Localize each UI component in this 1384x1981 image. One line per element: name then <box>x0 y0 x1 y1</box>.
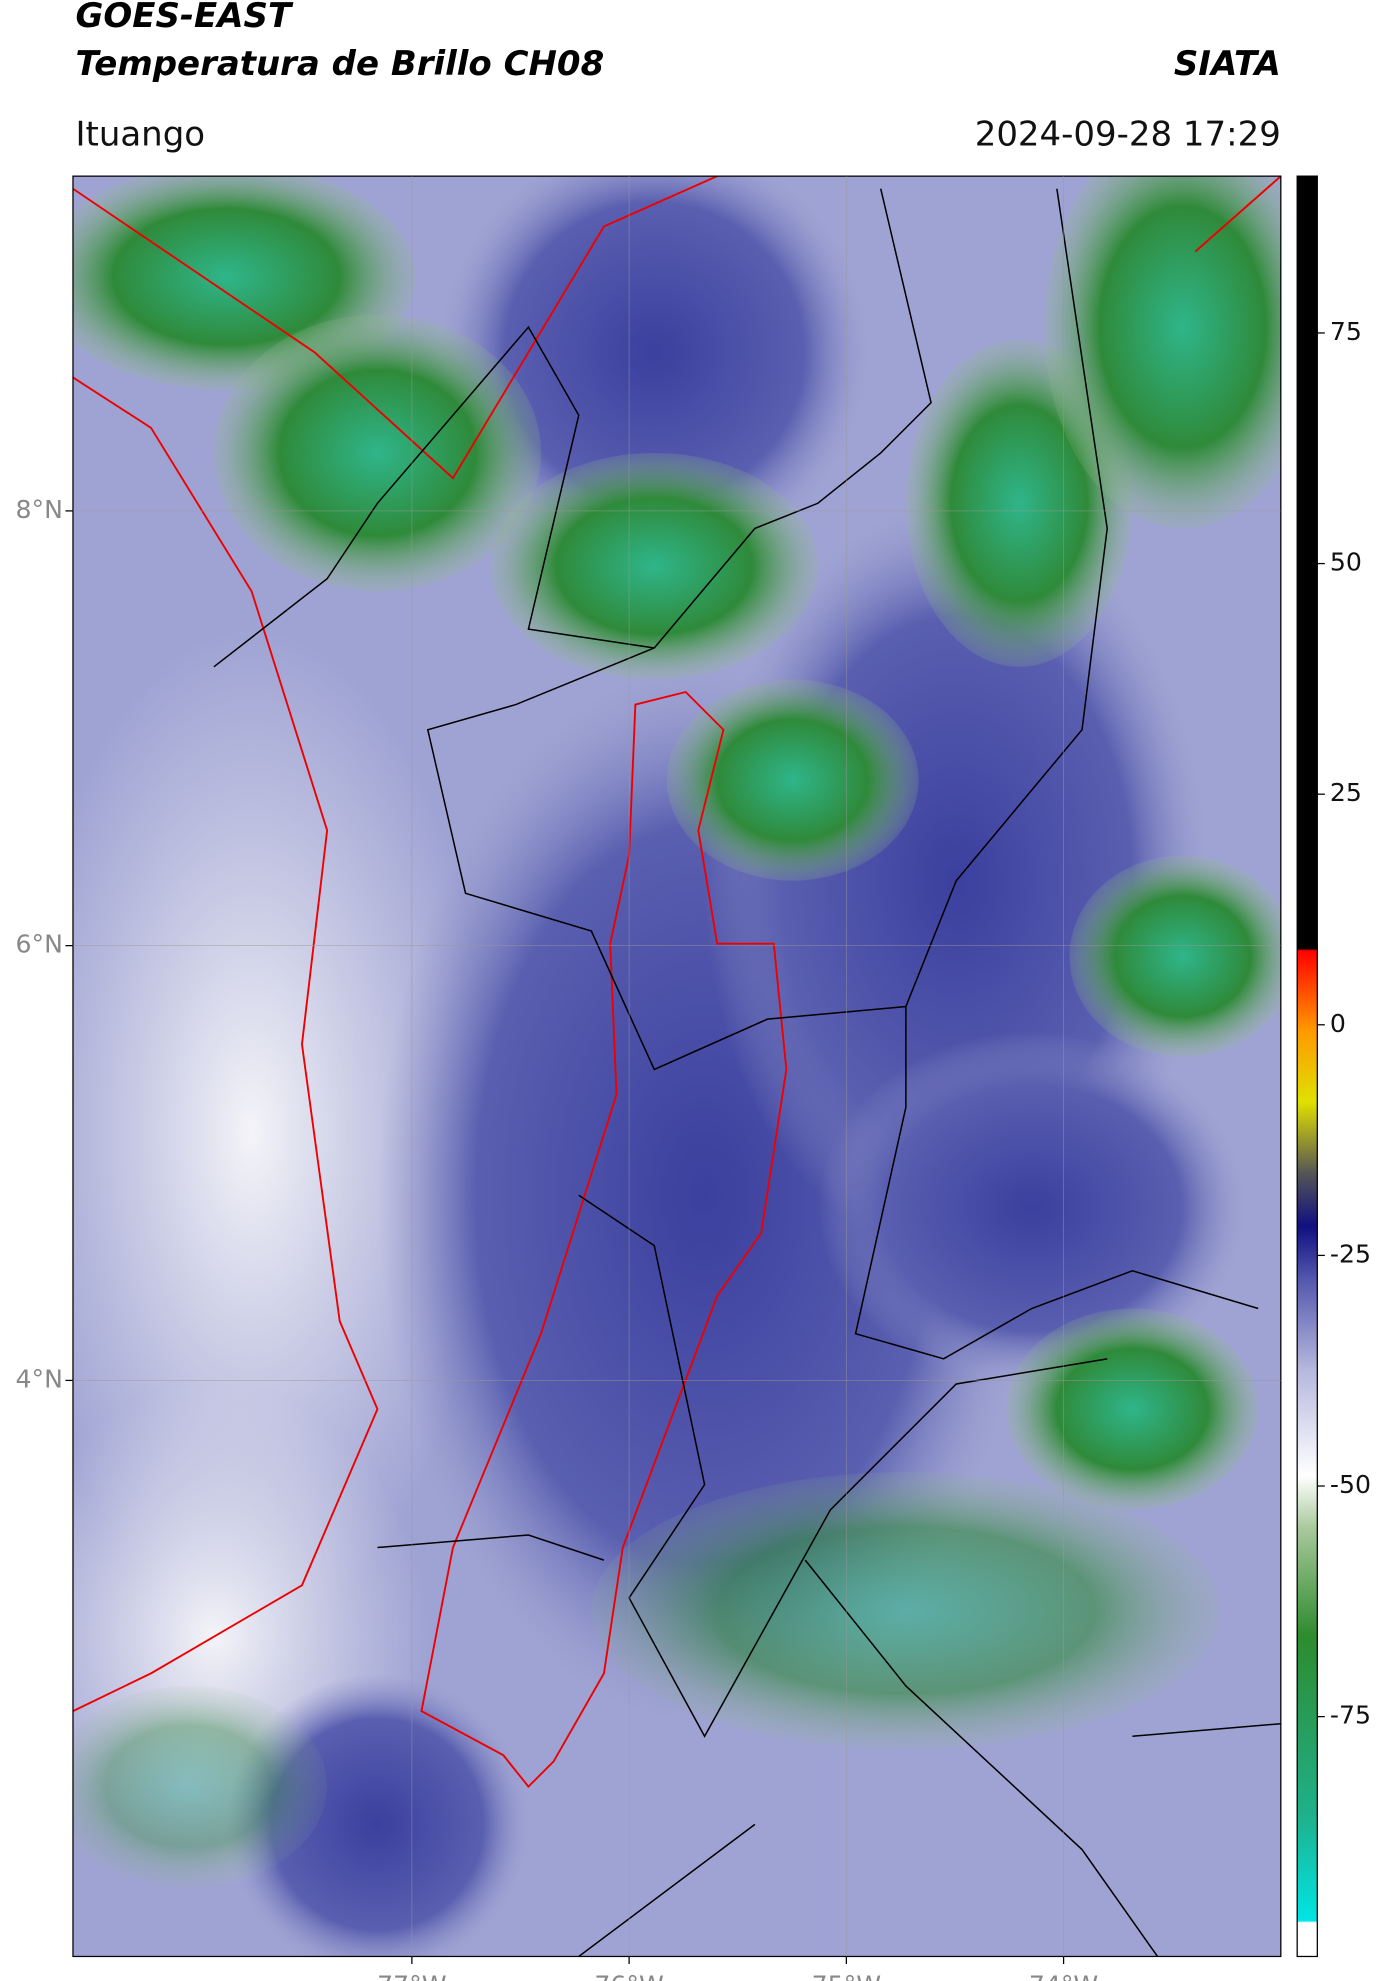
y-tick-label: 8°N <box>16 495 63 524</box>
x-tick-label: 74°W <box>1029 1971 1099 1981</box>
y-tick-label: 6°N <box>16 930 63 959</box>
colorbar-label: 75 <box>1330 317 1362 346</box>
title: GOES-EAST <box>75 0 293 36</box>
map-frame <box>72 175 1282 1958</box>
location: Ituango <box>75 114 205 154</box>
x-tick-label: 75°W <box>812 1971 882 1981</box>
source: SIATA <box>1174 44 1281 84</box>
colorbar-label: -25 <box>1330 1239 1371 1268</box>
colorbar-label: -50 <box>1330 1470 1371 1499</box>
colorbar-label: -75 <box>1330 1701 1371 1730</box>
subtitle: Temperatura de Brillo CH08 <box>75 44 604 84</box>
colorbar-label: 25 <box>1330 778 1362 807</box>
timestamp: 2024-09-28 17:29 <box>975 114 1281 154</box>
colorbar <box>1296 175 1318 1958</box>
x-tick-label: 77°W <box>377 1971 447 1981</box>
x-tick-label: 76°W <box>594 1971 664 1981</box>
colorbar-label: 50 <box>1330 548 1362 577</box>
satellite-image <box>72 176 1281 1957</box>
y-tick-label: 4°N <box>16 1364 63 1393</box>
colorbar-label: 0 <box>1330 1009 1346 1038</box>
